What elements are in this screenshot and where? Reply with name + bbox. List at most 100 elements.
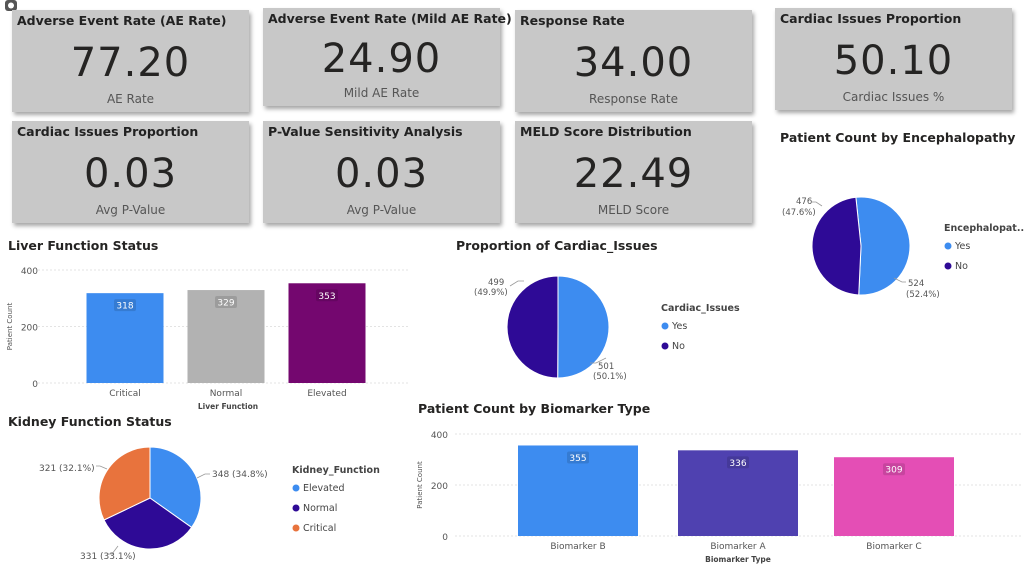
legend-marker bbox=[944, 262, 952, 270]
kpi-card-value: 50.10 bbox=[833, 38, 954, 84]
legend-item-elevated: Elevated bbox=[303, 483, 345, 494]
bar-normal[interactable] bbox=[187, 290, 265, 383]
kpi-card-cardiac-issues[interactable]: Cardiac Issues Proportion 50.10 Cardiac … bbox=[775, 8, 1012, 110]
x-tick-label: Biomarker C bbox=[866, 542, 921, 552]
kpi-card-value: 0.03 bbox=[83, 151, 178, 197]
pie-slice-yes[interactable] bbox=[855, 196, 911, 296]
kpi-card-value: 34.00 bbox=[573, 40, 694, 86]
data-label: 336 bbox=[729, 459, 746, 469]
y-axis-label: Patient Count bbox=[416, 461, 424, 509]
x-tick-label: Biomarker B bbox=[550, 542, 605, 552]
slice-pct-label: (50.1%) bbox=[593, 372, 627, 382]
kpi-card-title: Adverse Event Rate (AE Rate) bbox=[17, 13, 227, 28]
kpi-card-label: Mild AE Rate bbox=[343, 86, 420, 100]
kpi-card-title: Adverse Event Rate (Mild AE Rate) bbox=[268, 11, 512, 26]
encephalopathy-pie-chart[interactable]: Encephalopat... Yes No 524(52.4%) 476(47.6%) bbox=[770, 150, 1024, 310]
kpi-card-response-rate[interactable]: Response Rate 34.00 Response Rate bbox=[515, 10, 752, 112]
slice-pct-label: (52.4%) bbox=[906, 290, 940, 300]
kpi-card-title: MELD Score Distribution bbox=[520, 124, 692, 139]
leader-line bbox=[196, 473, 210, 479]
app-logo-icon bbox=[5, 0, 17, 11]
data-label-bg[interactable] bbox=[567, 451, 589, 464]
enceph-chart-title: Patient Count by Encephalopathy bbox=[780, 130, 1016, 145]
legend-item-no: No bbox=[672, 341, 685, 352]
kpi-card-label: Response Rate bbox=[589, 92, 678, 106]
legend-title: Cardiac_Issues bbox=[661, 303, 740, 314]
kpi-card-title: Response Rate bbox=[520, 13, 625, 28]
x-tick-label: Normal bbox=[210, 389, 243, 399]
biomarker-type-bar-chart[interactable]: 0 200 400 Patient Count 355 Biomarker B 336 Bio… bbox=[410, 420, 1024, 570]
data-label: 318 bbox=[116, 302, 133, 312]
data-label: 309 bbox=[885, 466, 902, 476]
legend-item-no: No bbox=[955, 261, 968, 272]
data-label-bg[interactable] bbox=[727, 456, 749, 469]
legend-title: Kidney_Function bbox=[292, 465, 380, 476]
kpi-card-value: 0.03 bbox=[334, 151, 429, 197]
data-label-bg[interactable] bbox=[316, 289, 338, 302]
y-tick-label: 400 bbox=[431, 431, 448, 441]
legend-marker bbox=[661, 322, 669, 330]
slice-count-label: 524 bbox=[908, 279, 924, 289]
kpi-card-title: Cardiac Issues Proportion bbox=[780, 11, 962, 26]
data-label-bg[interactable] bbox=[883, 463, 905, 476]
kpi-card-label: Cardiac Issues % bbox=[842, 90, 945, 104]
cardiac-issues-pie-chart[interactable]: Cardiac_Issues Yes No 501(50.1%) 499(49.9%) bbox=[440, 258, 770, 398]
kidney-chart-title: Kidney Function Status bbox=[8, 414, 172, 429]
leader-line bbox=[590, 357, 607, 364]
kpi-card-title: Cardiac Issues Proportion bbox=[17, 124, 199, 139]
cardiac-chart-title: Proportion of Cardiac_Issues bbox=[456, 238, 658, 253]
kpi-card-value: 22.49 bbox=[573, 151, 694, 197]
leader-line bbox=[108, 545, 119, 555]
bar-biomarker-c[interactable] bbox=[834, 457, 954, 536]
slice-pct-label: (47.6%) bbox=[782, 208, 816, 218]
slice-count-label: 476 bbox=[796, 197, 812, 207]
slice-label: 331 (33.1%) bbox=[80, 552, 136, 562]
x-axis-label: Liver Function bbox=[198, 402, 258, 411]
bar-elevated[interactable] bbox=[288, 283, 366, 383]
slice-pct-label: (49.9%) bbox=[474, 288, 508, 298]
pie-slice-no[interactable] bbox=[811, 196, 862, 296]
kpi-card-avg-p-value[interactable]: Cardiac Issues Proportion 0.03 Avg P-Val… bbox=[12, 121, 249, 223]
kpi-card-ae-rate[interactable]: Adverse Event Rate (AE Rate) 77.20 AE Ra… bbox=[12, 10, 249, 112]
kpi-card-meld-score[interactable]: MELD Score Distribution 22.49 MELD Score bbox=[515, 121, 752, 223]
kidney-function-pie-chart[interactable]: Kidney_Function Elevated Normal Critical 348… bbox=[0, 434, 410, 575]
data-label-bg[interactable] bbox=[114, 299, 136, 312]
leader-line bbox=[812, 201, 823, 207]
y-tick-label: 200 bbox=[21, 324, 38, 334]
legend-title: Encephalopat... bbox=[944, 223, 1024, 234]
bar-biomarker-b[interactable] bbox=[518, 445, 638, 536]
liver-function-bar-chart[interactable]: 0 200 400 Patient Count 318 Critical 329 Normal… bbox=[0, 258, 410, 414]
legend-item-normal: Normal bbox=[303, 503, 337, 514]
data-label-bg[interactable] bbox=[215, 296, 237, 309]
kpi-card-title: P-Value Sensitivity Analysis bbox=[268, 124, 463, 139]
pie-slice-critical[interactable] bbox=[98, 446, 151, 521]
legend-marker bbox=[944, 242, 952, 250]
kpi-card-label: Avg P-Value bbox=[346, 203, 417, 217]
legend-item-yes: Yes bbox=[954, 241, 970, 252]
pie-slice-normal[interactable] bbox=[103, 497, 193, 550]
legend-marker bbox=[292, 484, 300, 492]
kpi-card-mild-ae-rate[interactable]: Adverse Event Rate (Mild AE Rate) 24.90 … bbox=[263, 8, 512, 106]
y-tick-label: 0 bbox=[442, 533, 448, 543]
liver-chart-title: Liver Function Status bbox=[8, 238, 159, 253]
legend-marker bbox=[661, 342, 669, 350]
slice-count-label: 501 bbox=[598, 362, 614, 372]
kpi-card-p-value-sensitivity[interactable]: P-Value Sensitivity Analysis 0.03 Avg P-… bbox=[263, 121, 500, 223]
bar-biomarker-a[interactable] bbox=[678, 450, 798, 536]
legend-marker bbox=[292, 524, 300, 532]
x-axis-label: Biomarker Type bbox=[705, 555, 771, 564]
y-tick-label: 400 bbox=[21, 267, 38, 277]
data-label: 353 bbox=[318, 292, 335, 302]
legend-item-yes: Yes bbox=[671, 321, 687, 332]
pie-slice-elevated[interactable] bbox=[149, 446, 202, 529]
pie-slice-no[interactable] bbox=[506, 275, 559, 379]
kpi-card-label: MELD Score bbox=[597, 203, 670, 217]
leader-line bbox=[509, 280, 524, 287]
bar-critical[interactable] bbox=[86, 293, 164, 383]
x-tick-label: Elevated bbox=[307, 389, 346, 399]
data-label: 355 bbox=[569, 454, 586, 464]
kpi-card-value: 24.90 bbox=[321, 36, 442, 82]
slice-label: 321 (32.1%) bbox=[39, 464, 95, 474]
y-tick-label: 0 bbox=[32, 380, 38, 390]
pie-slice-yes[interactable] bbox=[557, 275, 610, 379]
